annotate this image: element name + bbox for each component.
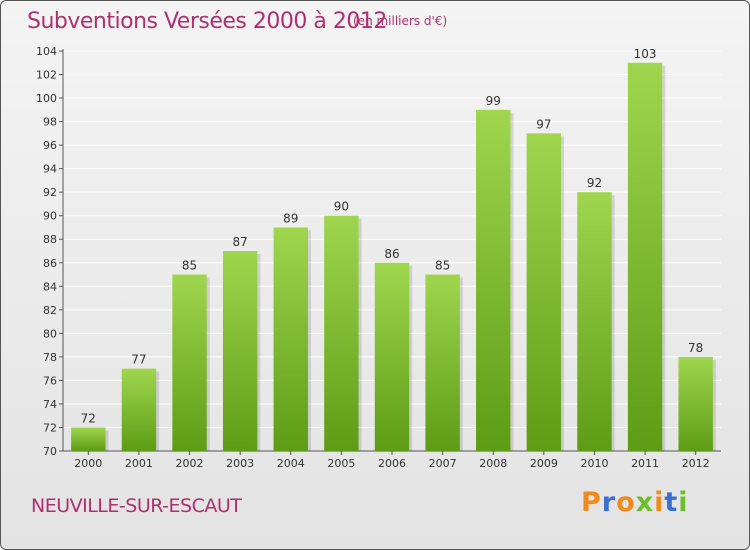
x-tick-label: 2009 xyxy=(530,457,558,470)
data-label: 92 xyxy=(587,176,602,190)
bar xyxy=(222,251,258,451)
logo-letter: P xyxy=(581,487,602,518)
data-label: 86 xyxy=(384,247,399,261)
data-label: 87 xyxy=(233,235,248,249)
y-tick-label: 88 xyxy=(43,233,57,246)
bar xyxy=(476,109,511,451)
bar xyxy=(374,262,410,451)
data-label: 99 xyxy=(486,94,501,108)
y-tick-label: 74 xyxy=(43,398,57,411)
bar xyxy=(627,62,663,451)
logo-letter: o xyxy=(616,487,636,518)
data-label: 89 xyxy=(283,211,298,225)
y-tick-label: 70 xyxy=(43,445,57,458)
y-tick-label: 94 xyxy=(43,163,57,176)
bar xyxy=(678,356,713,451)
data-label: 90 xyxy=(334,200,349,214)
data-label: 103 xyxy=(634,47,657,61)
y-tick-label: 90 xyxy=(43,210,57,223)
y-tick-label: 80 xyxy=(43,327,57,340)
bar xyxy=(526,133,562,451)
y-tick-label: 86 xyxy=(43,257,57,270)
x-tick-label: 2000 xyxy=(74,457,102,470)
proxiti-logo[interactable]: Proxiti xyxy=(581,487,689,518)
y-tick-label: 72 xyxy=(43,421,57,434)
data-label: 72 xyxy=(81,411,96,425)
x-tick-label: 2001 xyxy=(125,457,153,470)
data-labels: 72 77 85 87 89 90 86 85 99 97 92 103 78 xyxy=(81,47,704,426)
x-tick-label: 2003 xyxy=(226,457,254,470)
data-label: 85 xyxy=(435,259,450,273)
y-tick-label: 84 xyxy=(43,280,57,293)
x-tick-label: 2004 xyxy=(277,457,305,470)
x-tick-label: 2012 xyxy=(682,457,710,470)
y-tick-label: 104 xyxy=(36,45,57,58)
data-label: 97 xyxy=(536,117,551,131)
x-tick-label: 2006 xyxy=(378,457,406,470)
y-tick-label: 98 xyxy=(43,116,57,129)
logo-letter: i xyxy=(678,487,689,518)
x-tick-label: 2007 xyxy=(429,457,457,470)
x-tick-label: 2005 xyxy=(327,457,355,470)
bar xyxy=(71,427,106,451)
bar xyxy=(425,274,460,451)
bar xyxy=(121,368,157,451)
bars xyxy=(71,62,716,452)
bar xyxy=(577,192,612,452)
x-tick-label: 2011 xyxy=(631,457,659,470)
y-tick-label: 78 xyxy=(43,351,57,364)
commune-name: NEUVILLE-SUR-ESCAUT xyxy=(31,495,242,517)
chart-title: Subventions Versées 2000 à 2012 xyxy=(27,9,387,34)
chart-subtitle: (en milliers d'€) xyxy=(353,14,448,28)
bar xyxy=(273,227,308,451)
y-tick-label: 82 xyxy=(43,304,57,317)
logo-letter: x xyxy=(635,487,655,518)
data-label: 77 xyxy=(131,353,146,367)
y-tick-label: 102 xyxy=(36,69,57,82)
logo-letter: i xyxy=(654,487,665,518)
data-label: 78 xyxy=(688,341,703,355)
bar xyxy=(324,215,359,451)
y-tick-label: 92 xyxy=(43,186,57,199)
logo-letter: t xyxy=(664,487,679,518)
x-tick-label: 2008 xyxy=(479,457,507,470)
y-tick-label: 100 xyxy=(36,92,57,105)
y-tick-label: 76 xyxy=(43,374,57,387)
data-label: 85 xyxy=(182,259,197,273)
x-tick-label: 2002 xyxy=(176,457,204,470)
x-tick-label: 2010 xyxy=(580,457,608,470)
logo-letter: r xyxy=(601,487,617,518)
bar xyxy=(172,274,207,451)
y-tick-label: 96 xyxy=(43,139,57,152)
